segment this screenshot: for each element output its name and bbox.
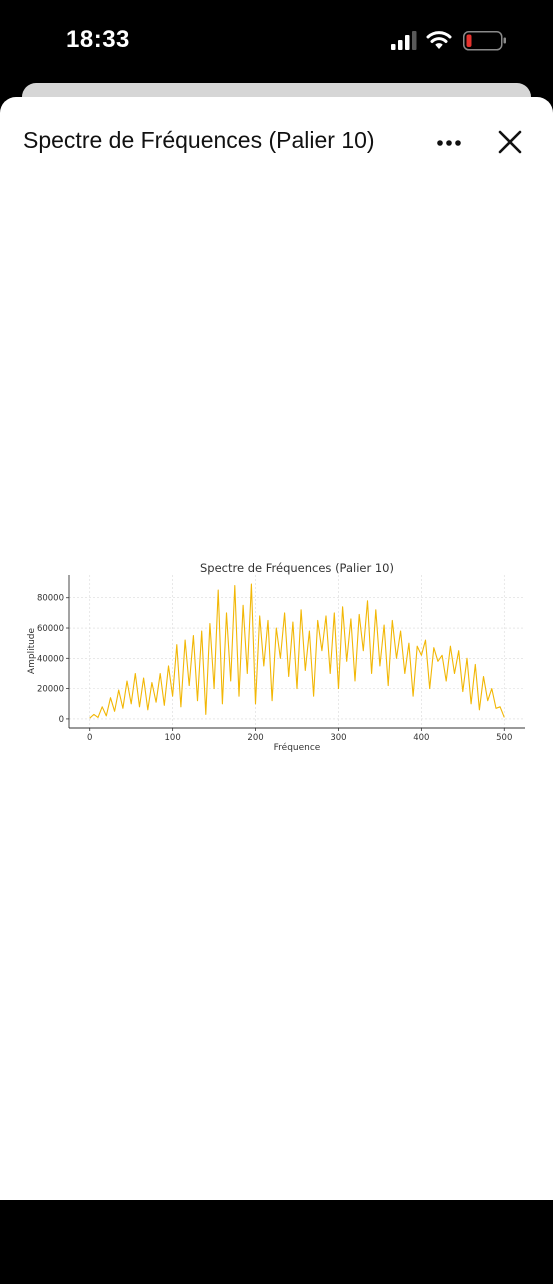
y-tick-label: 60000 xyxy=(37,624,64,634)
chart-title: Spectre de Fréquences (Palier 10) xyxy=(200,561,394,575)
close-button[interactable] xyxy=(495,127,525,157)
y-tick-label: 80000 xyxy=(37,594,64,604)
chart-axes xyxy=(68,575,525,729)
x-tick-label: 100 xyxy=(165,733,181,743)
x-tick-label: 400 xyxy=(413,733,429,743)
status-icons xyxy=(391,31,506,51)
image-viewer-sheet: Spectre de Fréquences (Palier 10) 0 100 20… xyxy=(0,97,553,1284)
battery-low-icon xyxy=(463,31,506,51)
y-tick-label: 40000 xyxy=(37,654,64,664)
status-bar: 18:33 xyxy=(0,0,553,90)
close-icon xyxy=(498,130,522,154)
chart-x-label: Fréquence xyxy=(274,742,321,753)
x-tick-label: 500 xyxy=(496,733,512,743)
wifi-icon xyxy=(426,31,452,49)
spectrum-chart: 0 100 200 300 400 500 0 20000 40000 60000 80000 Sp… xyxy=(27,561,525,753)
chart-y-label: Amplitude xyxy=(27,627,37,674)
status-time: 18:33 xyxy=(66,26,130,53)
x-tick-label: 300 xyxy=(330,733,346,743)
chart-grid xyxy=(69,575,525,728)
cellular-signal-icon xyxy=(391,31,417,50)
x-tick-label: 200 xyxy=(247,733,263,743)
sheet-title: Spectre de Fréquences (Palier 10) xyxy=(23,127,375,153)
y-tick-label: 0 xyxy=(59,715,64,725)
series-line xyxy=(89,583,505,719)
x-tick-label: 0 xyxy=(87,733,92,743)
more-options-button[interactable] xyxy=(434,133,466,153)
more-horizontal-icon xyxy=(437,140,461,146)
chart-ticks: 0 100 200 300 400 500 0 20000 40000 60000 80000 xyxy=(37,594,512,743)
home-indicator xyxy=(180,1278,376,1284)
chart-series xyxy=(89,583,505,719)
y-tick-label: 20000 xyxy=(37,685,64,695)
